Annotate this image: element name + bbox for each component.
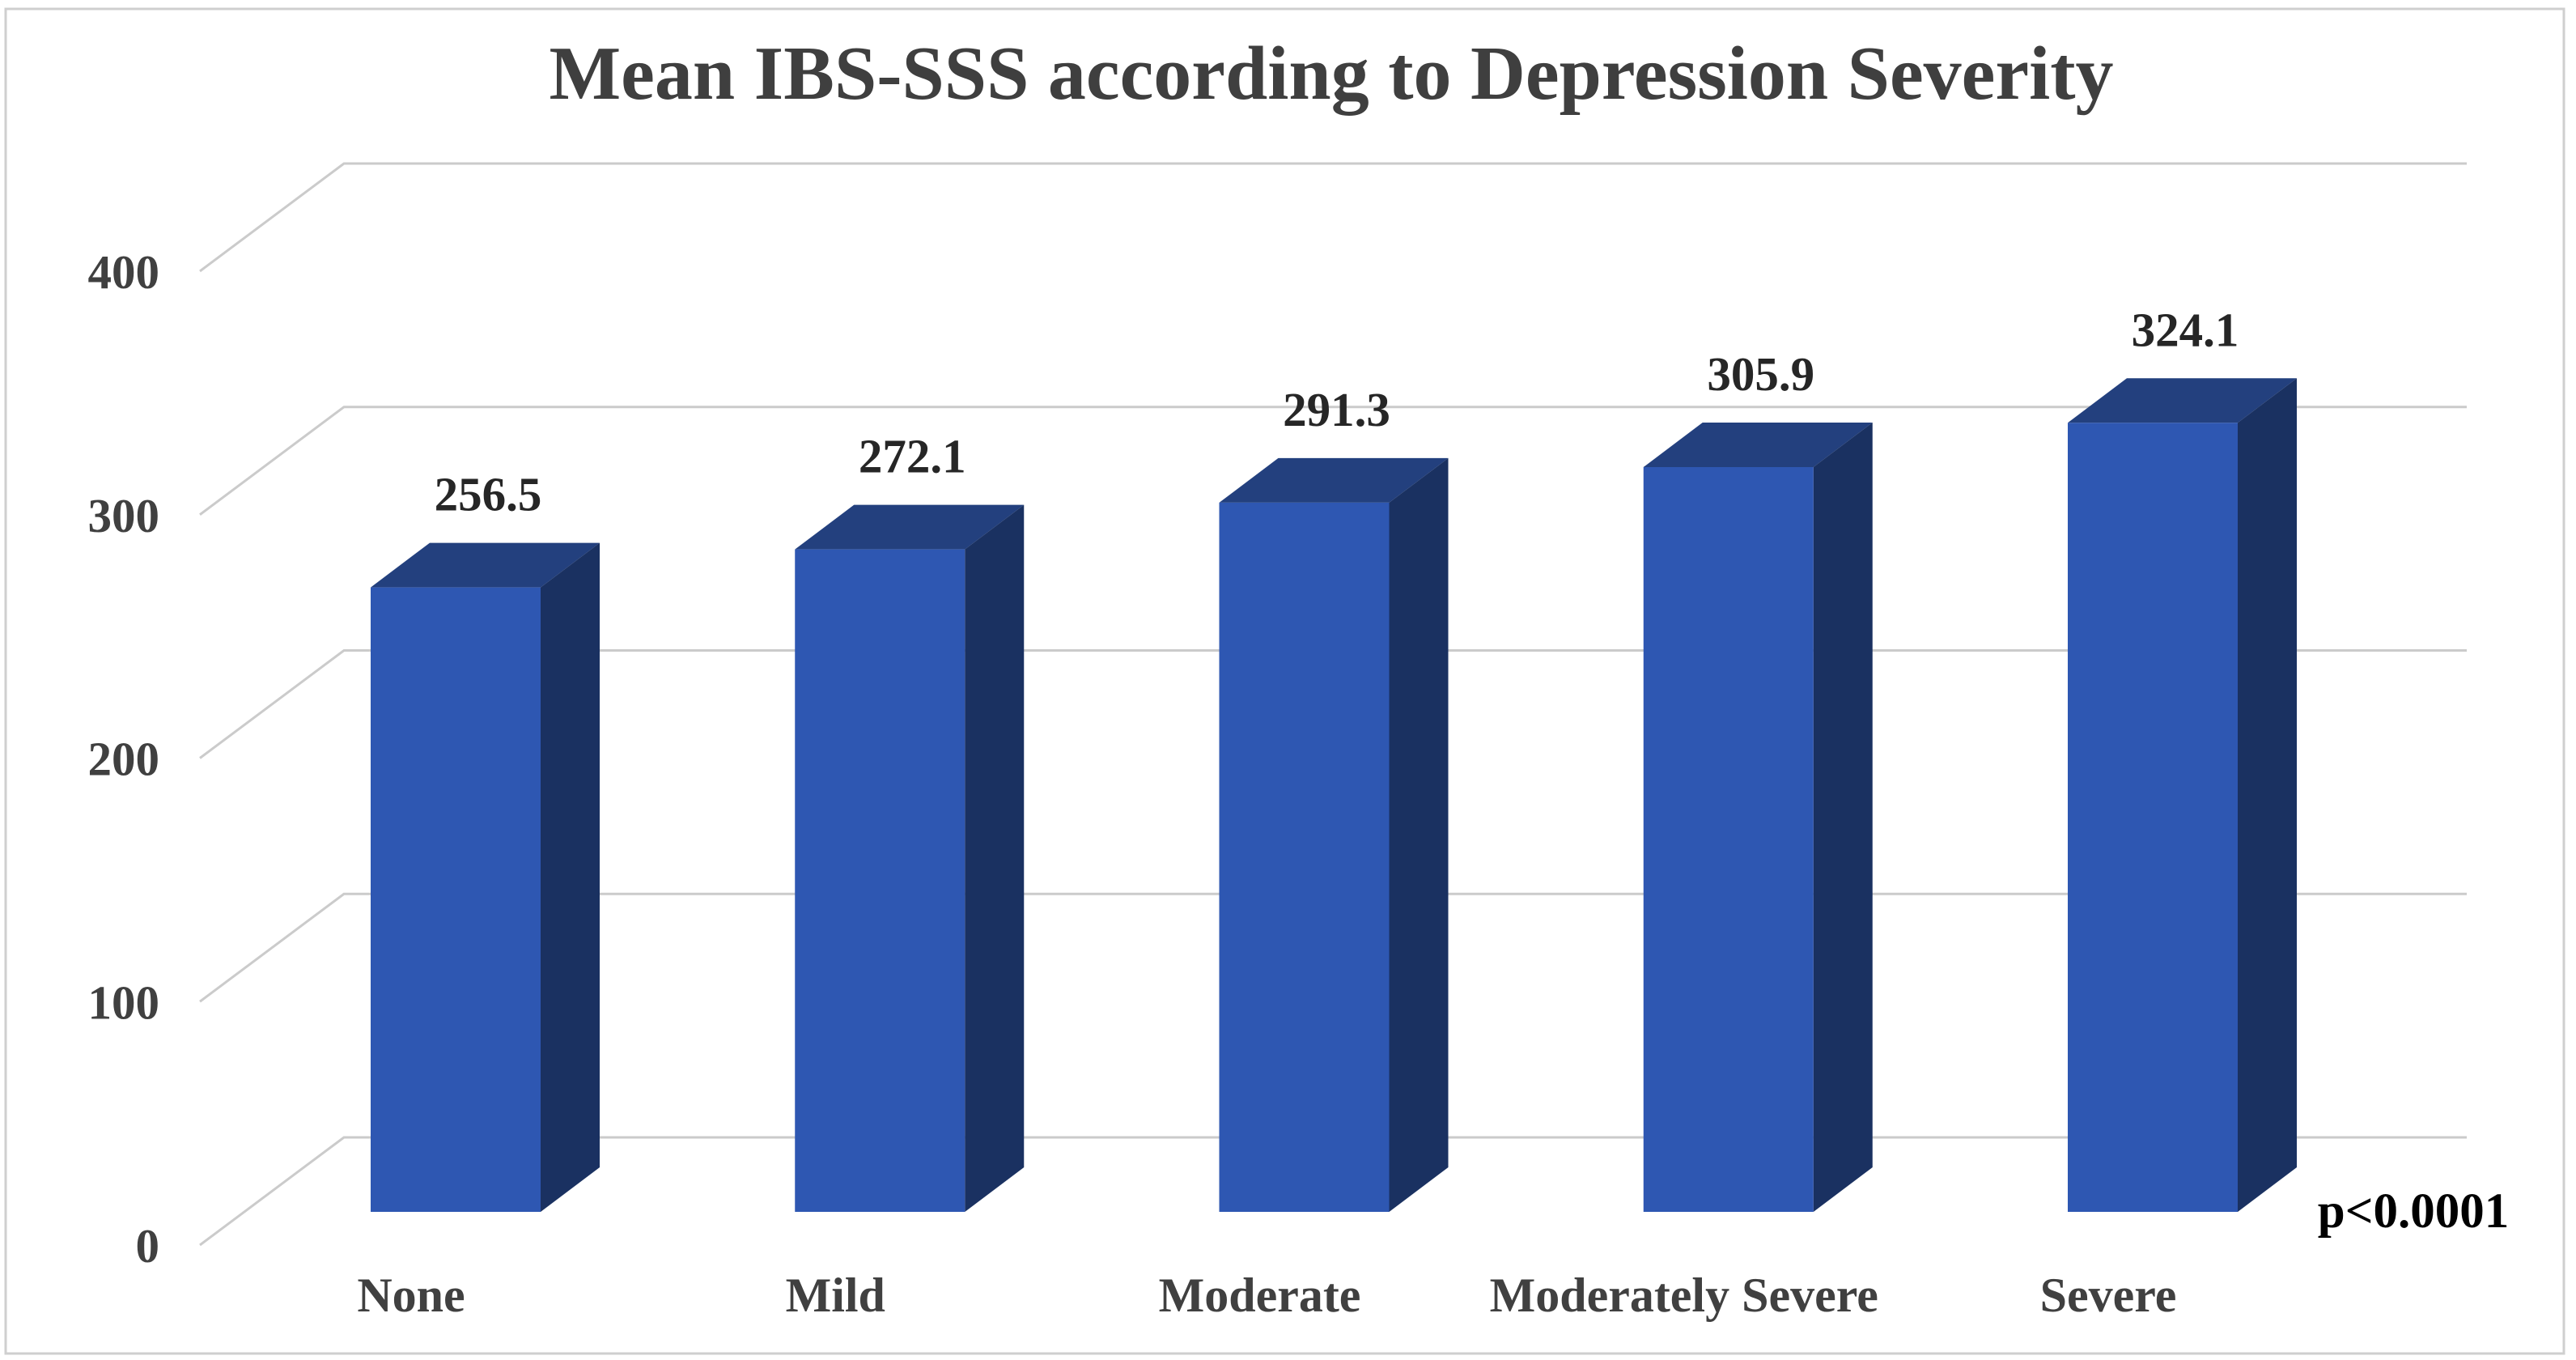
p-value-annotation: p<0.0001 — [2318, 1184, 2509, 1239]
bar-side-face — [1389, 457, 1449, 1212]
bar-front-face — [1643, 467, 1814, 1212]
bar-front-face — [2068, 423, 2238, 1212]
y-gridline — [199, 162, 2467, 273]
y-axis-tick-label: 0 — [136, 1219, 160, 1273]
data-label-group: 256.5 272.1 291.3 305.9 324.1 — [435, 303, 2239, 521]
bar-value-label: 256.5 — [435, 468, 542, 521]
axis-label-group: 0 100 200 300 400 None Mild Moderate Moderately … — [88, 245, 2177, 1322]
bar-column — [371, 542, 600, 1212]
y-gridline — [199, 406, 2467, 516]
bar-column — [795, 504, 1025, 1212]
bar-side-face — [1813, 423, 1873, 1212]
bar-top-face — [2068, 378, 2297, 423]
bar-top-face — [1219, 457, 1449, 503]
x-axis-category-label: Moderately Severe — [1490, 1269, 1878, 1322]
chart-title: Mean IBS-SSS according to Depression Sev… — [549, 32, 2113, 116]
bar-side-face — [541, 542, 600, 1212]
bar-top-face — [1643, 423, 1873, 468]
x-axis-category-label: Moderate — [1159, 1269, 1361, 1322]
bar-front-face — [371, 587, 541, 1212]
x-axis-category-label: None — [357, 1269, 465, 1322]
y-axis-tick-label: 100 — [88, 975, 160, 1029]
bar-value-label: 291.3 — [1283, 383, 1390, 436]
bar-column — [1219, 457, 1449, 1212]
figure-border — [4, 7, 2565, 1355]
y-axis-tick-label: 400 — [88, 245, 160, 299]
bar-side-face — [965, 504, 1025, 1212]
bar-column — [2068, 378, 2297, 1212]
x-axis-category-label: Severe — [2040, 1269, 2177, 1322]
bar-value-label: 324.1 — [2132, 303, 2239, 356]
bar-series-group — [371, 378, 2297, 1212]
bar-value-label: 305.9 — [1707, 347, 1814, 401]
x-axis-category-label: Mild — [786, 1269, 885, 1322]
bar-front-face — [795, 549, 965, 1212]
bar-side-face — [2238, 378, 2297, 1212]
bar-top-face — [371, 542, 600, 588]
bar-top-face — [795, 504, 1025, 550]
y-axis-tick-label: 200 — [88, 733, 160, 786]
bar-column — [1643, 423, 1873, 1212]
y-axis-tick-label: 300 — [88, 489, 160, 542]
bar-value-label: 272.1 — [859, 430, 966, 483]
bar-front-face — [1219, 502, 1390, 1212]
